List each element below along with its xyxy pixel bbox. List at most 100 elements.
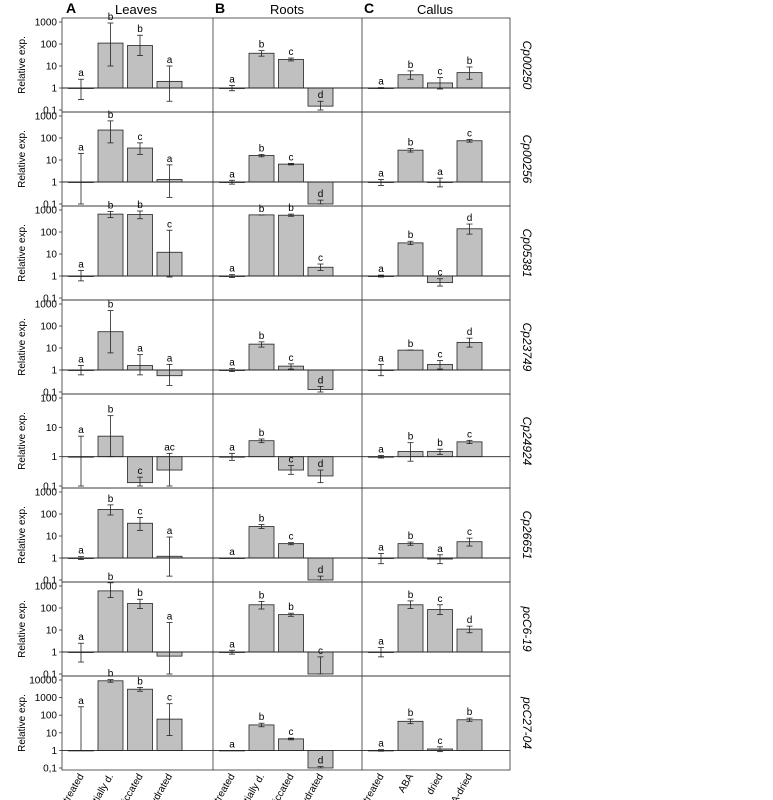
significance-letter: d <box>318 459 324 470</box>
significance-letter: a <box>437 167 443 178</box>
bar <box>248 52 275 89</box>
y-tick-label: 1000 <box>35 206 58 217</box>
y-tick-label: 10 <box>46 626 58 637</box>
significance-letter: c <box>289 47 294 58</box>
significance-letter: b <box>108 201 114 212</box>
significance-letter: c <box>438 67 443 78</box>
significance-letter: b <box>259 331 265 342</box>
significance-letter: a <box>229 639 235 650</box>
y-tick-label: 0,1 <box>43 670 57 681</box>
bar <box>248 526 275 559</box>
panel-title-roots: Roots <box>270 2 304 17</box>
significance-letter: c <box>138 466 143 477</box>
significance-letter: c <box>438 350 443 361</box>
significance-letter: c <box>438 736 443 747</box>
x-tick-label: partially d. <box>235 772 267 800</box>
bar <box>397 604 424 653</box>
significance-letter: c <box>167 219 172 230</box>
panel-title-leaves: Leaves <box>115 2 157 17</box>
bar <box>127 214 153 277</box>
gene-label: Cp24924 <box>520 417 534 466</box>
significance-letter: b <box>137 200 143 211</box>
significance-letter: a <box>378 168 384 179</box>
significance-letter: c <box>167 693 172 704</box>
x-tick-label: desiccated <box>263 772 296 800</box>
y-tick-label: 1000 <box>35 488 58 499</box>
significance-letter: b <box>259 40 265 51</box>
x-tick-label: untreated <box>56 772 87 800</box>
y-tick-label: 100 <box>40 134 57 145</box>
x-tick-label: rehydrated <box>293 772 326 800</box>
bar <box>278 163 304 183</box>
bar <box>248 604 275 653</box>
significance-letter: d <box>318 375 324 386</box>
bar <box>127 688 153 751</box>
bar <box>97 680 124 751</box>
y-tick-label: 10 <box>46 62 58 73</box>
y-tick-label: 10000 <box>29 676 57 687</box>
significance-letter: b <box>408 230 414 241</box>
significance-letter: c <box>318 253 323 264</box>
x-tick-label: ABA-dried <box>443 772 475 800</box>
significance-letter: d <box>467 213 473 224</box>
y-tick-label: 10 <box>46 423 58 434</box>
x-tick-label: untreated <box>207 772 238 800</box>
y-tick-label: 100 <box>40 322 57 333</box>
significance-letter: c <box>467 129 472 140</box>
significance-letter: a <box>78 68 84 79</box>
y-tick-label: 1 <box>51 554 57 565</box>
gene-label: Cp23749 <box>520 323 534 372</box>
significance-letter: b <box>408 432 414 443</box>
significance-letter: a <box>78 425 84 436</box>
significance-letter: a <box>378 543 384 554</box>
significance-letter: b <box>408 531 414 542</box>
significance-letter: a <box>229 442 235 453</box>
significance-letter: a <box>137 344 143 355</box>
significance-letter: b <box>108 300 114 311</box>
significance-letter: a <box>167 55 173 66</box>
significance-letter: c <box>138 506 143 517</box>
y-axis-label: Relative exp. <box>17 130 28 188</box>
significance-letter: b <box>408 708 414 719</box>
bar <box>127 603 153 653</box>
bar <box>248 343 275 371</box>
panel-title-callus: Callus <box>417 2 454 17</box>
significance-letter: b <box>137 24 143 35</box>
significance-letter: a <box>229 739 235 750</box>
plot-area: 0,1 1 10 100 1000 Relative exp. Cp00250 a b b a a b c… <box>17 12 534 800</box>
y-tick-label: 100 <box>40 228 57 239</box>
significance-letter: b <box>108 110 114 121</box>
significance-letter: c <box>289 353 294 364</box>
x-tick-label: untreated <box>356 772 387 800</box>
significance-letter: b <box>137 676 143 687</box>
significance-letter: b <box>408 339 414 350</box>
bar <box>97 509 124 559</box>
y-tick-label: 100 <box>40 604 57 615</box>
significance-letter: c <box>318 646 323 657</box>
significance-letter: a <box>437 544 443 555</box>
significance-letter: d <box>318 565 324 576</box>
y-tick-label: 1 <box>51 366 57 377</box>
bar <box>248 440 275 458</box>
significance-letter: a <box>167 154 173 165</box>
y-tick-label: 10 <box>46 728 58 739</box>
significance-letter: a <box>78 696 84 707</box>
significance-letter: a <box>78 632 84 643</box>
y-tick-label: 0,1 <box>43 576 57 587</box>
y-tick-label: 1000 <box>35 693 58 704</box>
panel-letter-c: C <box>364 0 374 16</box>
row-Cp05381: 0,1 1 10 100 1000 Relative exp. Cp05381 a b b c a b b… <box>17 200 534 304</box>
bar <box>278 214 304 277</box>
gene-label: Cp05381 <box>520 229 534 278</box>
significance-letter: a <box>378 637 384 648</box>
y-axis-label: Relative exp. <box>17 318 28 376</box>
row-frame <box>61 675 511 771</box>
significance-letter: a <box>78 259 84 270</box>
significance-letter: b <box>408 590 414 601</box>
significance-letter: a <box>78 546 84 557</box>
bar <box>278 738 304 751</box>
significance-letter: b <box>259 204 265 215</box>
bar <box>397 543 424 559</box>
y-tick-label: 1000 <box>35 582 58 593</box>
